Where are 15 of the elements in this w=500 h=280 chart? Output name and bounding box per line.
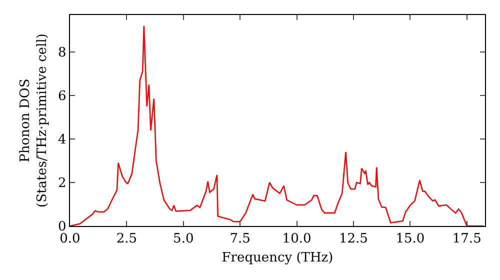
y-tick-label: 2 <box>58 176 66 192</box>
y-axis-title: Phonon DOS (States/THz·primitive cell) <box>18 33 50 208</box>
x-tick-label: 15.0 <box>396 232 425 247</box>
x-tick-label: 0.0 <box>60 232 80 247</box>
x-tick-label: 2.5 <box>116 232 138 247</box>
x-tick-label: 12.5 <box>338 232 368 247</box>
y-tick-label: 6 <box>58 89 66 104</box>
x-tick-label: 17.5 <box>452 232 482 247</box>
x-tick-label: 10.0 <box>282 232 312 247</box>
x-axis-title: Frequency (THz) <box>222 250 334 266</box>
x-tick-label: 5.0 <box>173 232 194 247</box>
x-tick-label: 7.5 <box>230 232 250 247</box>
y-tick-label: 8 <box>58 46 66 61</box>
line-series <box>70 25 485 226</box>
y-tick-label: 4 <box>58 132 66 148</box>
